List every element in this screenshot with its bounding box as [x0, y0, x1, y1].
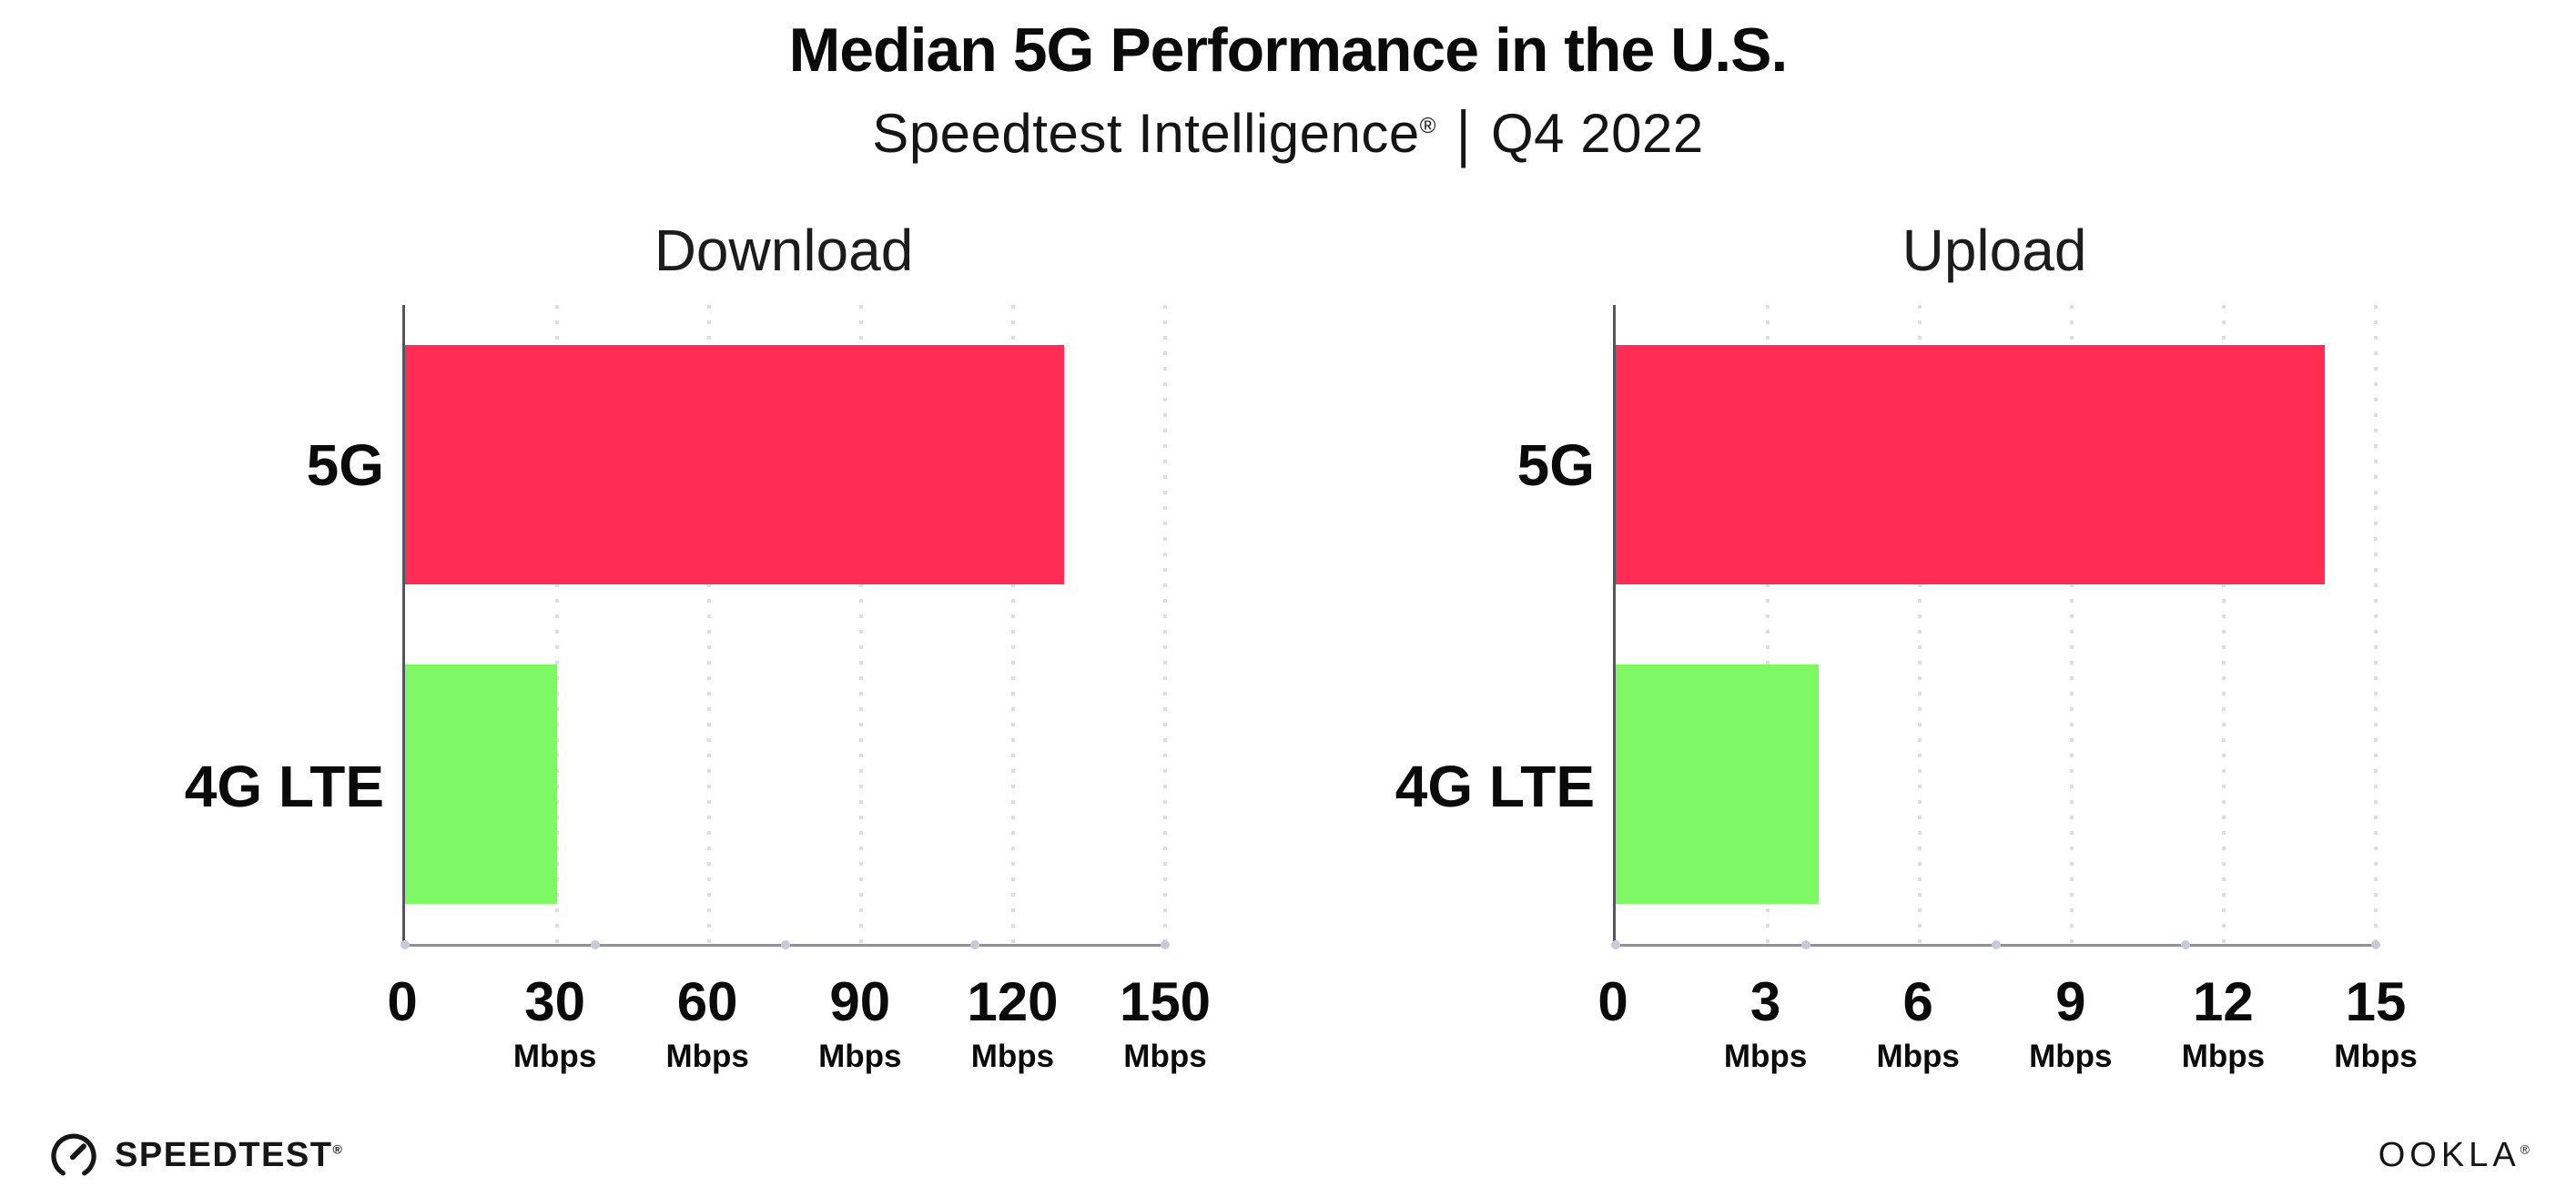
download-chart-title: Download	[654, 218, 914, 283]
x-tick-150: 150 Mbps	[1120, 970, 1211, 1075]
x-tick-unit: Mbps	[2181, 1039, 2266, 1074]
registered-trademark-symbol: ®	[1419, 114, 1436, 138]
x-tick-12: 12 Mbps	[2182, 970, 2265, 1075]
bar-5g	[1616, 344, 2326, 585]
upload-plot-area	[1611, 305, 2380, 949]
category-band-4g-lte	[405, 624, 1165, 944]
bar-5g	[405, 344, 1064, 585]
speedtest-wordmark: SPEEDTEST®	[115, 1136, 343, 1175]
x-tick-value: 6	[1902, 971, 1933, 1032]
category-band-5g	[1616, 305, 2376, 624]
x-tick-value: 90	[829, 971, 891, 1032]
axis-tick-dot	[590, 940, 600, 949]
x-tick-value: 3	[1749, 971, 1781, 1032]
subtitle-separator: |	[1455, 97, 1471, 169]
x-tick-unit: Mbps	[2334, 1039, 2418, 1074]
axis-tick-dot	[970, 940, 980, 949]
download-x-axis: 0 30 Mbps 60 Mbps 90 Mbps 120 Mbps 150 Mbps	[387, 970, 1211, 1125]
download-plot-area	[401, 305, 1170, 949]
x-tick-3: 3 Mbps	[1724, 970, 1807, 1075]
category-label-5g: 5G	[306, 432, 384, 499]
axis-tick-dot	[1611, 940, 1620, 949]
upload-category-labels: 5G 4G LTE	[1347, 305, 1595, 947]
upload-chart-title: Upload	[1902, 218, 2087, 283]
upload-chart: Upload 5G 4G LTE 0 3 Mbps 6 Mbps 9 Mbps 12 Mbps 15…	[1347, 217, 2430, 1136]
gridline-3	[1766, 305, 1770, 944]
speedtest-text: SPEEDTEST	[115, 1135, 333, 1174]
x-tick-value: 60	[676, 971, 738, 1032]
ookla-logo: OOKLA®	[2378, 1136, 2534, 1175]
speedtest-trademark-symbol: ®	[332, 1141, 344, 1156]
axis-tick-dot	[2371, 940, 2380, 949]
upload-x-axis: 0 3 Mbps 6 Mbps 9 Mbps 12 Mbps 15 Mbps	[1597, 970, 2417, 1125]
gridline-120	[1011, 305, 1015, 944]
axis-tick-dot	[1991, 940, 2001, 949]
axis-tick-dot	[401, 940, 410, 949]
x-tick-9: 9 Mbps	[2029, 970, 2112, 1075]
x-tick-unit: Mbps	[2029, 1039, 2113, 1074]
x-tick-value: 15	[2345, 971, 2407, 1032]
page-subtitle: Speedtest Intelligence® | Q4 2022	[0, 98, 2576, 168]
x-tick-0: 0	[1597, 970, 1628, 1033]
header: Median 5G Performance in the U.S. Speedt…	[0, 15, 2576, 168]
category-label-4g-lte: 4G LTE	[1394, 753, 1595, 819]
ookla-trademark-symbol: ®	[2520, 1141, 2534, 1157]
bar-4g-lte	[405, 664, 557, 905]
x-tick-unit: Mbps	[970, 1039, 1055, 1074]
x-tick-value: 0	[1597, 971, 1628, 1032]
subtitle-brand: Speedtest Intelligence	[872, 103, 1420, 164]
category-band-5g	[405, 305, 1165, 624]
ookla-wordmark: OOKLA®	[2378, 1136, 2534, 1175]
gridline-12	[2222, 305, 2226, 944]
category-band-4g-lte	[1616, 624, 2376, 944]
x-tick-60: 60 Mbps	[665, 970, 748, 1075]
category-label-4g-lte: 4G LTE	[184, 753, 384, 819]
category-label-5g: 5G	[1516, 432, 1595, 499]
x-tick-120: 120 Mbps	[967, 970, 1058, 1075]
axis-tick-dot	[780, 940, 790, 949]
x-tick-90: 90 Mbps	[818, 970, 901, 1075]
x-tick-unit: Mbps	[665, 1039, 749, 1074]
bar-4g-lte	[1616, 664, 1819, 905]
x-tick-unit: Mbps	[1723, 1039, 1808, 1074]
gridline-15	[2374, 305, 2378, 944]
x-tick-value: 12	[2193, 971, 2254, 1032]
gridline-6	[1918, 305, 1922, 944]
x-tick-15: 15 Mbps	[2334, 970, 2417, 1075]
x-tick-unit: Mbps	[512, 1039, 597, 1074]
gridline-30	[555, 305, 559, 944]
ookla-text: OOKLA	[2378, 1136, 2520, 1174]
gridline-150	[1163, 305, 1167, 944]
axis-tick-dot	[2181, 940, 2191, 949]
x-tick-unit: Mbps	[1123, 1039, 1207, 1074]
x-tick-value: 120	[967, 971, 1059, 1032]
speedometer-gauge-icon	[51, 1133, 96, 1179]
x-tick-value: 150	[1119, 971, 1212, 1032]
subtitle-period: Q4 2022	[1491, 103, 1704, 164]
x-tick-value: 0	[387, 971, 418, 1032]
download-category-labels: 5G 4G LTE	[137, 305, 384, 947]
page-title: Median 5G Performance in the U.S.	[788, 15, 1789, 85]
x-tick-0: 0	[387, 970, 417, 1033]
x-tick-unit: Mbps	[1876, 1039, 1960, 1074]
x-tick-unit: Mbps	[818, 1039, 902, 1074]
gridline-90	[859, 305, 863, 944]
axis-tick-dot	[1800, 940, 1810, 949]
x-tick-6: 6 Mbps	[1876, 970, 1959, 1075]
download-chart: Download 5G 4G LTE 0 30 Mbps 60 Mbps 90 Mbps 120…	[137, 217, 1220, 1136]
x-tick-value: 9	[2055, 971, 2086, 1032]
axis-tick-dot	[1161, 940, 1170, 949]
gridline-60	[707, 305, 711, 944]
speedtest-logo: SPEEDTEST®	[47, 1129, 343, 1182]
x-tick-30: 30 Mbps	[513, 970, 596, 1075]
x-tick-value: 30	[524, 971, 585, 1032]
gridline-9	[2070, 305, 2074, 944]
